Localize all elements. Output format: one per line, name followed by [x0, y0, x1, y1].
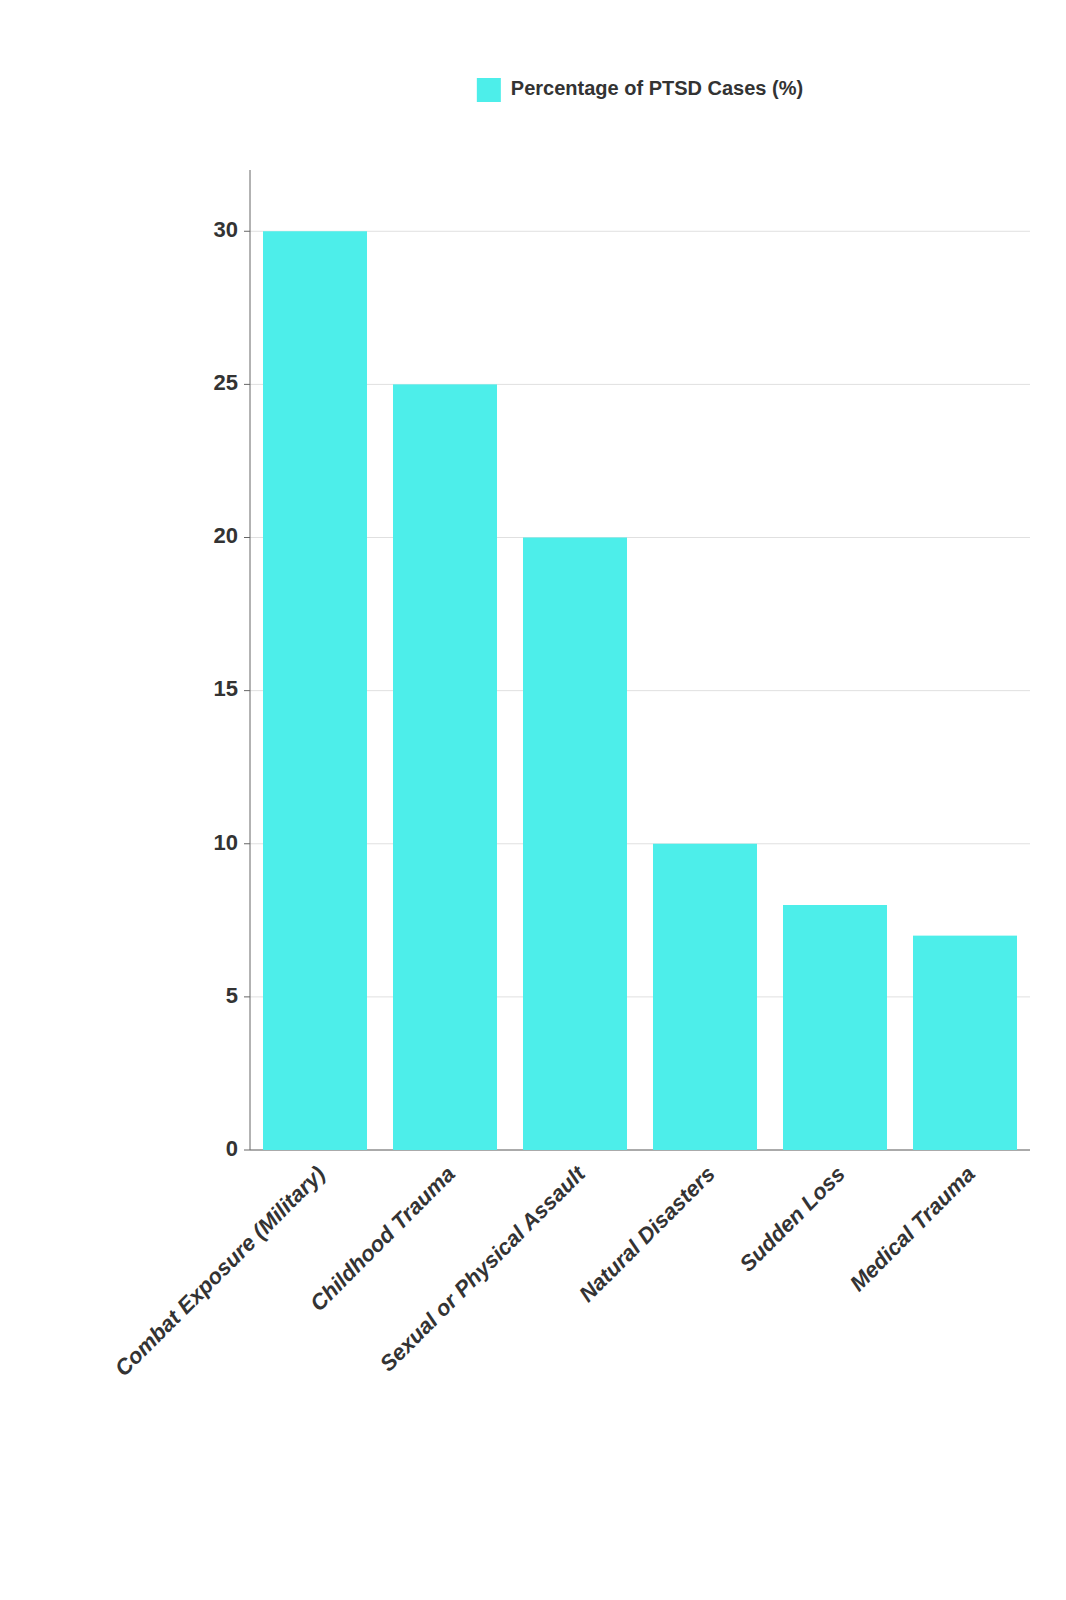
legend-label: Percentage of PTSD Cases (%) [511, 77, 803, 99]
y-ticks: 0 5 10 15 20 25 30 [214, 217, 250, 1161]
legend: Percentage of PTSD Cases (%) [477, 77, 803, 102]
tick-mark [244, 690, 250, 691]
grid [250, 231, 1030, 1150]
bar [913, 936, 1017, 1150]
bar [263, 231, 367, 1150]
category-label: Natural Disasters [574, 1161, 720, 1307]
chart: 0 5 10 15 20 25 30 Combat Exposure (Military)Ch… [0, 0, 1066, 1600]
category-label: Sexual or Physical Assault [375, 1160, 591, 1376]
category-label: Medical Trauma [845, 1161, 980, 1296]
tick-mark [244, 1150, 250, 1151]
bars [263, 231, 1017, 1150]
tick-mark [244, 384, 250, 385]
legend-swatch [477, 78, 501, 102]
bar [783, 905, 887, 1150]
tick-label: 10 [214, 830, 238, 855]
tick-label: 15 [214, 676, 238, 701]
tick-label: 25 [214, 370, 238, 395]
category-label: Childhood Trauma [305, 1161, 460, 1316]
tick-mark [244, 231, 250, 232]
bar [523, 538, 627, 1151]
category-label: Combat Exposure (Military) [110, 1161, 330, 1381]
category-label: Sudden Loss [735, 1161, 850, 1276]
bar [393, 384, 497, 1150]
tick-label: 0 [226, 1136, 238, 1161]
bar [653, 844, 757, 1150]
chart-container: 0 5 10 15 20 25 30 Combat Exposure (Military)Ch… [0, 0, 1066, 1600]
tick-mark [244, 537, 250, 538]
y-axis-line [250, 170, 251, 1150]
tick-label: 30 [214, 217, 238, 242]
tick-label: 20 [214, 523, 238, 548]
x-ticks: Combat Exposure (Military)Childhood Trau… [110, 1160, 980, 1381]
tick-mark [244, 996, 250, 997]
tick-label: 5 [226, 983, 238, 1008]
tick-mark [244, 843, 250, 844]
